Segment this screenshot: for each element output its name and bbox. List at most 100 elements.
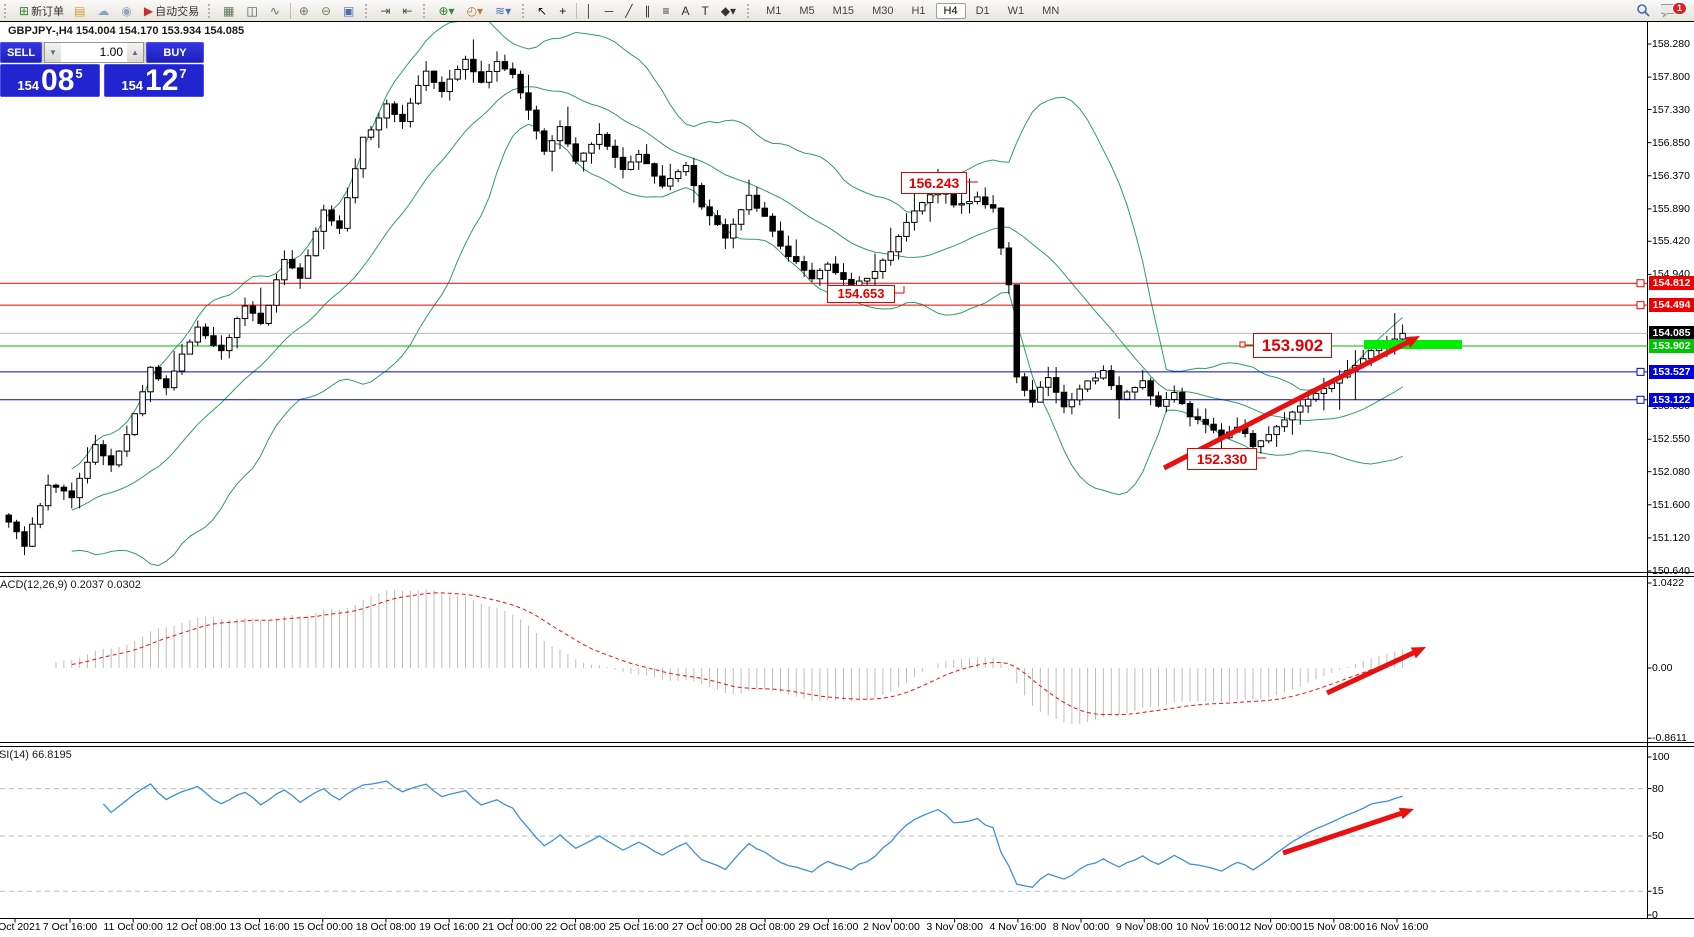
- time-axis-label: 29 Oct 16:00: [798, 921, 859, 933]
- time-axis-label: 18 Oct 08:00: [355, 921, 416, 933]
- shapes-dropdown[interactable]: ◆▾: [717, 1, 742, 21]
- buy-price-main: 12: [145, 64, 179, 97]
- search-button[interactable]: [1632, 1, 1655, 21]
- timeframe-group: M1 M5 M15 M30 H1 H4 D1 W1 MN: [757, 2, 1068, 19]
- sell-button[interactable]: SELL: [0, 42, 42, 63]
- cloud-icon-icon: ☁: [97, 3, 110, 18]
- trendline-tool[interactable]: ╱: [621, 1, 638, 21]
- time-axis-label: 12 Oct 08:00: [166, 921, 227, 933]
- time-axis-label: 9 Nov 08:00: [1115, 921, 1173, 933]
- fibonacci-tool-icon: ≡: [662, 3, 670, 18]
- callout-leaders: [894, 181, 1266, 459]
- new-order-button[interactable]: ⊞ 新订单: [15, 1, 68, 21]
- timeframe-M1[interactable]: M1: [766, 4, 782, 17]
- zoom-out-button[interactable]: ⊖: [317, 1, 337, 21]
- price-badge: 153.527: [1649, 364, 1694, 379]
- trendline-tool-icon: ╱: [625, 3, 633, 18]
- price-callout[interactable]: 153.902: [1253, 333, 1332, 358]
- auto-scroll-button[interactable]: ⇥: [376, 1, 396, 21]
- journal-icon-icon: ▤: [74, 3, 86, 18]
- price-callout[interactable]: 154.653: [827, 285, 895, 303]
- price-callout[interactable]: 152.330: [1187, 448, 1257, 470]
- chart-shift-button[interactable]: ⇤: [398, 1, 418, 21]
- volume-decrease-button[interactable]: ▼: [45, 43, 61, 62]
- sell-price[interactable]: 154 08 5: [0, 64, 100, 97]
- timeframe-M5[interactable]: M5: [799, 4, 815, 17]
- buy-price[interactable]: 154 12 7: [104, 64, 204, 97]
- time-axis-label: 22 Oct 08:00: [545, 921, 606, 933]
- tile-windows-button[interactable]: ▣: [339, 1, 360, 21]
- cloud-icon[interactable]: ☁: [93, 1, 115, 21]
- price-axis-tick: 151.120: [1652, 531, 1690, 544]
- candlestick-chart-button-icon: ◫: [246, 3, 258, 18]
- volume-value[interactable]: 1.00: [99, 45, 123, 59]
- axis-tick-marks: [14, 43, 1652, 923]
- volume-increase-button[interactable]: ▲: [127, 43, 143, 62]
- rsi-axis-tick: 0: [1652, 909, 1658, 921]
- time-axis-label: 21 Oct 00:00: [482, 921, 543, 933]
- time-axis-label: 11 Oct 00:00: [103, 921, 163, 933]
- horizontal-line-tool[interactable]: ─: [601, 1, 620, 21]
- autotrade-button-icon: ▶: [143, 3, 154, 18]
- signal-icon-icon: ◉: [121, 3, 132, 18]
- cursor-tool-icon: ↖: [537, 3, 548, 18]
- vertical-line-tool[interactable]: │: [581, 1, 599, 21]
- new-order-button-icon: ⊞: [19, 3, 30, 18]
- time-axis-label: 13 Oct 16:00: [229, 921, 290, 933]
- autotrade-button-label: 自动交易: [155, 5, 200, 18]
- time-axis-label: 15 Nov 08:00: [1302, 921, 1366, 933]
- rsi-label: RSI(14) 66.8195: [0, 749, 72, 761]
- indicators-dropdown[interactable]: ⊕▾: [434, 1, 460, 21]
- label-tool-icon: T: [701, 3, 709, 18]
- buy-button[interactable]: BUY: [146, 42, 204, 63]
- price-axis-tick: 152.080: [1652, 465, 1690, 478]
- indicators-dropdown-icon: ⊕▾: [438, 3, 455, 18]
- label-tool[interactable]: T: [697, 1, 714, 21]
- notifications-button[interactable]: 1: [1657, 1, 1687, 21]
- price-axis-tick: 155.890: [1652, 202, 1690, 215]
- text-tool[interactable]: A: [677, 1, 695, 21]
- periods-dropdown-icon: ◴▾: [466, 3, 484, 18]
- journal-icon[interactable]: ▤: [70, 1, 91, 21]
- rsi-axis-tick: 80: [1652, 782, 1664, 795]
- search-icon: [1637, 4, 1650, 17]
- volume-spinner: ▼ 1.00 ▲: [44, 42, 144, 63]
- zoom-in-button[interactable]: ⊕: [295, 1, 315, 21]
- cursor-tool[interactable]: ↖: [533, 1, 553, 21]
- price-callout[interactable]: 156.243: [901, 172, 967, 194]
- rsi-panel: [0, 780, 1648, 892]
- bar-chart-button[interactable]: ▦: [219, 1, 240, 21]
- fibonacci-tool[interactable]: ≡: [658, 1, 675, 21]
- timeframe-H4[interactable]: H4: [935, 2, 966, 19]
- timeframe-W1[interactable]: W1: [1007, 4, 1025, 17]
- candlestick-chart-button[interactable]: ◫: [242, 1, 263, 21]
- price-axis-tick: 152.550: [1652, 433, 1690, 446]
- autotrade-button[interactable]: ▶ 自动交易: [140, 1, 203, 21]
- timeframe-M30[interactable]: M30: [872, 4, 894, 17]
- line-chart-button-icon: ∿: [269, 3, 280, 18]
- macd-axis-tick: -0.8611: [1652, 732, 1687, 745]
- crosshair-tool[interactable]: +: [555, 1, 572, 21]
- timeframe-MN[interactable]: MN: [1042, 4, 1060, 17]
- price-axis-tick: 156.370: [1652, 169, 1690, 182]
- toolbar-separator: [289, 2, 291, 19]
- time-axis-label: 10 Nov 16:00: [1176, 921, 1239, 933]
- timeframe-M15[interactable]: M15: [832, 4, 855, 17]
- crosshair-tool-icon: +: [559, 3, 567, 18]
- green-highlight-segment[interactable]: [1364, 340, 1462, 349]
- templates-dropdown[interactable]: ≋▾: [491, 1, 517, 21]
- timeframe-D1[interactable]: D1: [975, 4, 990, 17]
- templates-dropdown-icon: ≋▾: [495, 3, 512, 18]
- toolbar-buttons: ⊞ 新订单 ▤ ☁ ◉ ▶ 自动交易 ▦ ◫ ∿ ⊕ ⊖ ▣ ⇥ ⇤ ⊕▾ ◴▾ ≋▾ ↖ + │ ─ ╱ ∥ ≡ A T ◆▾: [0, 1, 757, 21]
- periods-dropdown[interactable]: ◴▾: [463, 1, 490, 21]
- line-chart-button[interactable]: ∿: [266, 1, 286, 21]
- rsi-axis-tick: 15: [1652, 885, 1664, 898]
- signal-icon[interactable]: ◉: [117, 1, 137, 21]
- zoom-in-button-icon: ⊕: [298, 3, 309, 18]
- price-badge: 154.812: [1649, 276, 1694, 291]
- price-badge: 154.085: [1649, 326, 1694, 341]
- timeframe-H1[interactable]: H1: [911, 4, 926, 17]
- channel-tool[interactable]: ∥: [640, 1, 656, 21]
